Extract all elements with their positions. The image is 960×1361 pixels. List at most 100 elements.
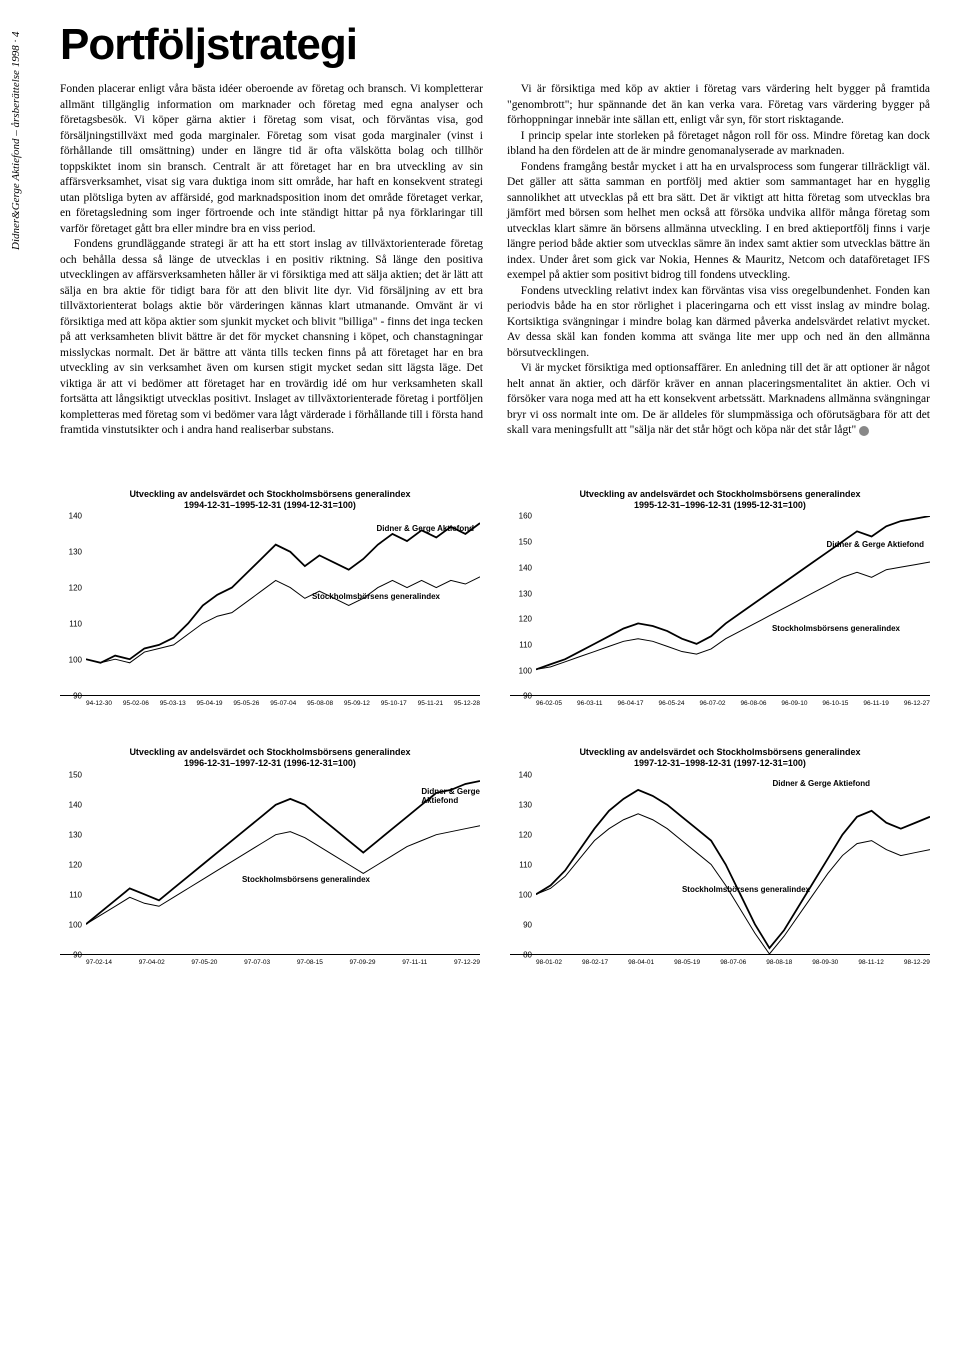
y-tick: 150 xyxy=(519,538,532,547)
index-label: Stockholmsbörsens generalindex xyxy=(312,592,440,601)
y-tick: 130 xyxy=(519,801,532,810)
x-tick: 96-10-15 xyxy=(822,700,848,707)
index-line xyxy=(86,577,480,663)
index-line xyxy=(536,562,930,669)
y-tick: 160 xyxy=(519,512,532,521)
x-tick: 97-04-02 xyxy=(139,959,165,966)
y-tick: 100 xyxy=(69,921,82,930)
y-tick: 100 xyxy=(69,656,82,665)
x-tick: 95-04-19 xyxy=(197,700,223,707)
index-label: Stockholmsbörsens generalindex xyxy=(772,624,900,633)
chart-title: Utveckling av andelsvärdet och Stockholm… xyxy=(60,747,480,769)
paragraph: Fonden placerar enligt våra bästa idéer … xyxy=(60,82,483,237)
x-tick: 95-12-28 xyxy=(454,700,480,707)
x-tick: 97-02-14 xyxy=(86,959,112,966)
fund-label: Didner & GergeAktiefond xyxy=(421,787,480,805)
y-tick: 110 xyxy=(519,641,532,650)
plot: Didner & Gerge Aktiefond Stockholmsbörsen… xyxy=(536,516,930,695)
x-tick: 96-02-05 xyxy=(536,700,562,707)
y-tick: 140 xyxy=(69,801,82,810)
paragraph: Fondens grundläggande strategi är att ha… xyxy=(60,237,483,439)
x-axis: 98-01-02 98-02-17 98-04-01 98-05-19 98-07-06… xyxy=(536,959,930,966)
y-tick: 120 xyxy=(69,584,82,593)
chart-2: Utveckling av andelsvärdet och Stockholm… xyxy=(510,489,930,708)
plot: Didner & GergeAktiefond Stockholmsbörsens… xyxy=(86,775,480,954)
y-tick: 120 xyxy=(69,861,82,870)
paragraph: Fondens framgång består mycket i att ha … xyxy=(507,160,930,284)
paragraph: I princip spelar inte storleken på föret… xyxy=(507,129,930,160)
fund-label: Didner & Gerge Aktiefond xyxy=(827,540,925,549)
chart-4: Utveckling av andelsvärdet och Stockholm… xyxy=(510,747,930,966)
x-tick: 96-08-06 xyxy=(740,700,766,707)
y-tick: 110 xyxy=(69,620,82,629)
y-axis: 90100110120130140 xyxy=(60,516,86,695)
y-tick: 140 xyxy=(69,512,82,521)
paragraph: Vi är försiktiga med köp av aktier i för… xyxy=(507,82,930,129)
y-tick: 90 xyxy=(523,692,532,701)
x-tick: 96-09-10 xyxy=(781,700,807,707)
x-tick: 96-07-02 xyxy=(699,700,725,707)
y-tick: 90 xyxy=(73,951,82,960)
x-tick: 94-12-30 xyxy=(86,700,112,707)
index-label: Stockholmsbörsens generalindex xyxy=(682,885,810,894)
y-tick: 140 xyxy=(519,771,532,780)
x-tick: 97-08-15 xyxy=(297,959,323,966)
side-page-label: Didner&Gerge Aktiefond – årsberättelse 1… xyxy=(10,32,22,250)
chart-title: Utveckling av andelsvärdet och Stockholm… xyxy=(510,747,930,769)
x-tick: 98-02-17 xyxy=(582,959,608,966)
x-tick: 98-05-19 xyxy=(674,959,700,966)
y-tick: 90 xyxy=(523,921,532,930)
y-tick: 120 xyxy=(519,831,532,840)
x-axis: 96-02-0596-03-1196-04-1796-05-2496-07-02… xyxy=(536,700,930,707)
x-tick: 96-11-19 xyxy=(863,700,889,707)
y-axis: 8090100110120130140 xyxy=(510,775,536,954)
chart-1: Utveckling av andelsvärdet och Stockholm… xyxy=(60,489,480,708)
y-tick: 140 xyxy=(519,563,532,572)
y-tick: 130 xyxy=(519,589,532,598)
fund-line xyxy=(536,790,930,948)
x-tick: 98-09-30 xyxy=(812,959,838,966)
chart-area: 8090100110120130140Didner & Gerge Aktief… xyxy=(510,775,930,955)
y-axis: 90100110120130140150160 xyxy=(510,516,536,695)
x-tick: 96-03-11 xyxy=(577,700,603,707)
x-tick: 95-05-26 xyxy=(233,700,259,707)
y-tick: 100 xyxy=(519,666,532,675)
y-tick: 130 xyxy=(69,548,82,557)
x-tick: 98-12-29 xyxy=(904,959,930,966)
y-tick: 80 xyxy=(523,951,532,960)
chart-area: 90100110120130140150160Didner & Gerge Ak… xyxy=(510,516,930,696)
chart-title: Utveckling av andelsvärdet och Stockholm… xyxy=(60,489,480,511)
x-tick: 96-12-27 xyxy=(904,700,930,707)
x-tick: 95-07-04 xyxy=(270,700,296,707)
x-tick: 98-08-18 xyxy=(766,959,792,966)
x-tick: 98-07-06 xyxy=(720,959,746,966)
x-tick: 98-11-12 xyxy=(858,959,884,966)
x-tick: 97-05-20 xyxy=(191,959,217,966)
end-ornament-icon xyxy=(859,426,869,436)
x-tick: 97-11-11 xyxy=(402,959,427,966)
x-axis: 94-12-30 95-02-06 95-03-13 95-04-19 95-05-26… xyxy=(86,700,480,707)
x-tick: 95-08-08 xyxy=(307,700,333,707)
x-axis: 97-02-14 97-04-02 97-05-20 97-07-03 97-08-15… xyxy=(86,959,480,966)
x-tick: 97-07-03 xyxy=(244,959,270,966)
y-tick: 100 xyxy=(519,891,532,900)
charts-grid: Utveckling av andelsvärdet och Stockholm… xyxy=(60,489,930,966)
x-tick: 97-12-29 xyxy=(454,959,480,966)
plot: Didner & Gerge AktiefondStockholmsbörsen… xyxy=(86,516,480,695)
x-tick: 95-02-06 xyxy=(123,700,149,707)
x-tick: 95-09-12 xyxy=(344,700,370,707)
paragraph: Fondens utveckling relativt index kan fö… xyxy=(507,284,930,362)
x-tick: 95-11-21 xyxy=(418,700,444,707)
x-tick: 95-03-13 xyxy=(160,700,186,707)
index-label: Stockholmsbörsens generalindex xyxy=(242,875,370,884)
y-tick: 90 xyxy=(73,692,82,701)
chart-3: Utveckling av andelsvärdet och Stockholm… xyxy=(60,747,480,966)
y-tick: 120 xyxy=(519,615,532,624)
paragraph: Vi är mycket försiktiga med optionsaffär… xyxy=(507,361,930,439)
page-title: Portföljstrategi xyxy=(60,20,930,70)
x-tick: 98-01-02 xyxy=(536,959,562,966)
index-line xyxy=(536,814,930,954)
x-tick: 97-09-29 xyxy=(350,959,376,966)
x-tick: 98-04-01 xyxy=(628,959,654,966)
chart-title: Utveckling av andelsvärdet och Stockholm… xyxy=(510,489,930,511)
